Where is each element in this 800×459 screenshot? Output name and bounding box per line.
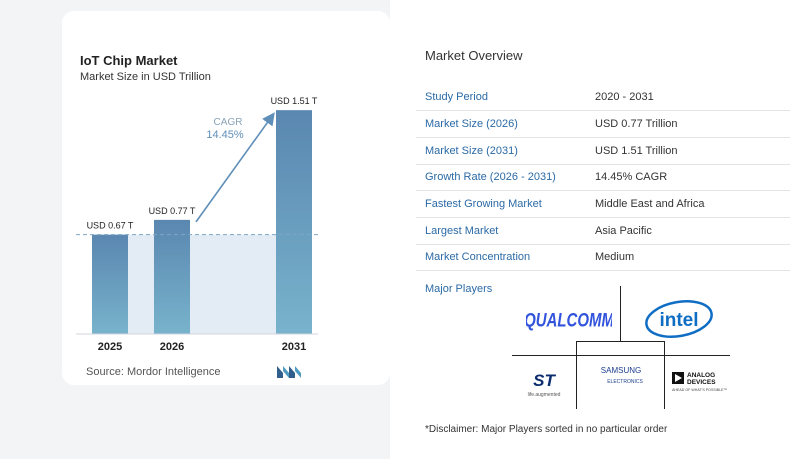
chart-title: IoT Chip Market [80,53,178,68]
row-value: Middle East and Africa [586,190,790,218]
table-row: Largest Market Asia Pacific [416,217,790,245]
qualcomm-text: QUALCOMM [526,309,612,331]
table-row: Fastest Growing Market Middle East and Af… [416,190,790,218]
chart-subtitle: Market Size in USD Trillion [80,71,211,83]
cagr-arrow [195,112,275,223]
table-row: Market Size (2026) USD 0.77 Trillion [416,110,790,138]
adi-tagline: AHEAD OF WHAT'S POSSIBLE™ [672,388,727,392]
analog-devices-logo: ANALOG DEVICES AHEAD OF WHAT'S POSSIBLE™ [672,372,727,392]
bar-2031 [276,110,312,334]
bar-2025 [92,234,128,334]
grid-divider [620,286,621,341]
st-text: ST [533,371,556,390]
category-label: 2025 [98,341,122,353]
category-label: 2026 [160,341,184,353]
source-text: Source: Mordor Intelligence [86,366,221,378]
adi-line-2: DEVICES [687,379,716,386]
table-row: Market Size (2031) USD 1.51 Trillion [416,137,790,165]
st-logo: ST life.augmented [528,371,561,398]
row-value: Medium [586,244,790,272]
row-value: USD 1.51 Trillion [586,137,790,165]
grid-divider [576,341,577,409]
bar-value-label: USD 1.51 T [271,96,318,106]
row-label: Fastest Growing Market [416,190,586,218]
reference-area [92,234,312,334]
disclaimer: *Disclaimer: Major Players sorted in no … [425,424,668,435]
intel-text: intel [659,310,698,331]
samsung-logo: SAMSUNG ELECTRONICS [601,366,644,385]
table-row: Study Period 2020 - 2031 [416,84,790,112]
table-row: Growth Rate (2026 - 2031) 14.45% CAGR [416,164,790,192]
overview-table: Study Period 2020 - 2031 Market Size (202… [416,84,790,272]
cagr-label: CAGR [214,117,243,128]
row-label: Largest Market [416,217,586,245]
cagr-value: 14.45% [206,129,244,141]
samsung-text: SAMSUNG [601,366,641,375]
row-label: Growth Rate (2026 - 2031) [416,164,586,192]
row-label: Study Period [416,84,586,112]
qualcomm-logo: QUALCOMM [526,309,612,331]
intel-logo: intel [645,300,713,338]
row-value: 2020 - 2031 [586,84,790,112]
row-label: Market Size (2031) [416,137,586,165]
row-value: 14.45% CAGR [586,164,790,192]
bar-value-label: USD 0.77 T [149,206,196,216]
players-title: Major Players [425,283,493,295]
row-value: USD 0.77 Trillion [586,110,790,138]
row-label: Market Concentration [416,244,586,272]
grid-divider [512,355,730,356]
table-row: Market Concentration Medium [416,244,790,272]
bar-value-label: USD 0.67 T [87,221,134,231]
grid-divider [664,341,665,409]
row-label: Market Size (2026) [416,110,586,138]
category-label: 2031 [282,341,306,353]
st-tagline: life.augmented [528,392,561,398]
overview-title: Market Overview [425,48,523,63]
grid-divider [576,341,665,342]
bar-2026 [154,219,190,334]
mordor-logo-icon [277,366,301,378]
bar-chart: USD 0.67 T 2025 USD 0.77 T 2026 USD 1.51 T 20… [76,96,318,353]
row-value: Asia Pacific [586,217,790,245]
adi-line-1: ANALOG [687,372,715,379]
samsung-sub: ELECTRONICS [607,379,643,385]
